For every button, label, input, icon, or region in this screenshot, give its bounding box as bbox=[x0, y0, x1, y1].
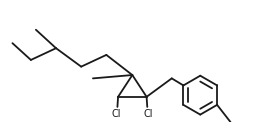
Text: Cl: Cl bbox=[143, 109, 153, 119]
Text: Cl: Cl bbox=[112, 109, 122, 119]
